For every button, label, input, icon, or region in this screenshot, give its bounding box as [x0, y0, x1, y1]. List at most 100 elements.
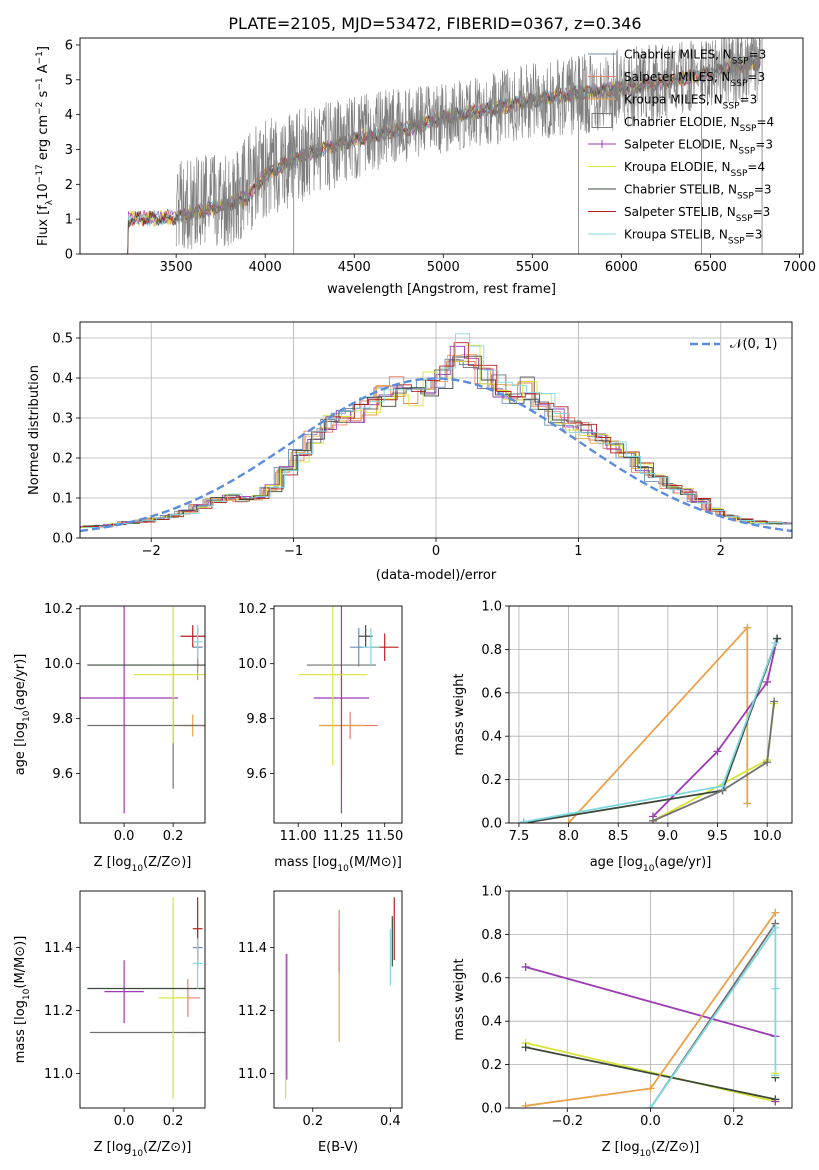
residual-histogram-chabrier_elodie: [80, 359, 791, 528]
y-tick-label: 10.2: [238, 602, 267, 617]
errorbar-point-salpeter_elodie: [80, 606, 179, 814]
x-tick-label: 6500: [694, 260, 727, 275]
y-tick-label: 0.4: [481, 730, 502, 745]
y-tick-label: 9.6: [246, 767, 267, 782]
x-tick-label: −1: [284, 544, 303, 559]
mass-weight-line-kroupa_miles: [567, 625, 749, 823]
errorbar-point-kroupa_elodie: [133, 606, 205, 744]
errorbar-point-salpeter_elodie: [313, 606, 370, 814]
legend-label: Salpeter STELIB, NSSP=3: [624, 205, 770, 224]
x-tick-label: 6000: [605, 260, 638, 275]
x-axis-label: age [log10(age/yr)]: [590, 855, 712, 874]
data-point-marker: [771, 908, 780, 917]
y-tick-label: 9.8: [52, 712, 73, 727]
x-tick-label: −2: [142, 544, 161, 559]
x-axis-label: Z [log10(Z/Z⊙)]: [94, 1140, 192, 1159]
plot-area: [87, 897, 205, 1099]
data-point-marker: [771, 923, 780, 932]
axes-frame: [79, 37, 804, 255]
x-tick-label: 4000: [249, 260, 282, 275]
x-axis-label: wavelength [Angstrom, rest frame]: [327, 282, 556, 297]
chart-layer: 3500 4000 4500 5000 5500 6000 6500 7000 0 1 2 3 4 5 6 w…: [13, 37, 816, 1159]
residual-histogram-chabrier_miles: [80, 358, 787, 527]
residual-histogram-salpeter_stelib: [83, 342, 792, 528]
panel-spectrum: 3500 4000 4500 5000 5500 6000 6500 7000 0 1 2 3 4 5 6 w…: [35, 37, 816, 297]
y-tick-label: 6: [65, 38, 73, 53]
data-point-marker: [521, 1043, 530, 1052]
y-tick-label: 0.0: [481, 1102, 502, 1117]
y-tick-label: 10.0: [44, 657, 73, 672]
mass-weight-line-chabrier_elodie: [652, 701, 775, 822]
data-point-marker: [648, 816, 657, 823]
figure-title: PLATE=2105, MJD=53472, FIBERID=0367, z=0…: [228, 14, 641, 33]
data-point-marker: [770, 697, 779, 706]
panel-massweight_vs_age: 7.5 8.0 8.5 9.0 9.5 10.0 0.0 0.2 0.4 0.6 0.8 1.0 age…: [452, 600, 793, 874]
plot-area: [80, 333, 792, 533]
x-axis-label: Z [log10(Z/Z⊙)]: [602, 1140, 700, 1159]
y-axis-label: age [log10(age/yr)]: [13, 654, 32, 776]
y-tick-label: 0.3: [52, 412, 73, 427]
x-tick-label: 0.0: [114, 1114, 135, 1129]
x-tick-label: 0.2: [302, 1114, 323, 1129]
plot-area: [285, 897, 395, 1099]
axes-frame: [508, 605, 793, 824]
x-axis-label: mass [log10(M/M⊙)]: [274, 855, 402, 874]
y-tick-label: 0.1: [52, 492, 73, 507]
residual-histogram-salpeter_miles: [80, 361, 789, 528]
y-axis-label: mass weight: [452, 958, 467, 1040]
legend-label: Chabrier ELODIE, NSSP=4: [624, 115, 774, 134]
legend-swatch: [591, 113, 613, 128]
mass-weight-line-kroupa_elodie: [652, 703, 775, 822]
errorbar-point-kroupa_elodie: [158, 897, 188, 1099]
panel-age_vs_mass: 11.00 11.25 11.50 9.6 9.8 10.0 10.2 mass [log10…: [238, 602, 403, 874]
errorbar-point-salpeter_elodie: [104, 960, 144, 1024]
legend-entry: Salpeter ELODIE, NSSP=3: [588, 138, 773, 157]
legend-entry: Chabrier MILES, NSSP=3: [588, 48, 766, 67]
panel-massweight_vs_Z: −0.2 0.0 0.2 0.0 0.2 0.4 0.6 0.8 1.0 Z [log10(Z/Z…: [452, 885, 793, 1159]
y-tick-label: 0.0: [52, 532, 73, 547]
data-point-marker: [646, 1084, 655, 1093]
normal-curve: [80, 377, 792, 533]
legend-entry: Chabrier ELODIE, NSSP=4: [591, 113, 774, 134]
y-tick-label: 0: [65, 248, 73, 263]
y-tick-label: 9.8: [246, 712, 267, 727]
errorbar-point-kroupa_elodie: [298, 606, 368, 766]
plot-area: [80, 606, 205, 814]
y-tick-label: 1.0: [481, 885, 502, 900]
x-tick-label: 0: [432, 544, 440, 559]
x-tick-label: 9.5: [707, 829, 728, 844]
data-point-marker: [771, 1069, 780, 1078]
x-tick-label: 10.0: [753, 829, 782, 844]
legend-label: Kroupa STELIB, NSSP=3: [624, 228, 762, 247]
legend-label: Salpeter MILES, NSSP=3: [624, 70, 765, 89]
y-axis-label: Flux [fλ10−17 erg cm−2 s−1 A−1]: [35, 46, 55, 246]
y-tick-label: 0.8: [481, 643, 502, 658]
x-tick-label: 8.5: [608, 829, 629, 844]
x-tick-label: 11.00: [280, 829, 317, 844]
panel-age_vs_Z: 0.0 0.2 9.6 9.8 10.0 10.2 Z [log10(Z/Z⊙)] age […: [13, 602, 206, 874]
plot-area: [298, 606, 399, 814]
errorbar-point-kroupa_stelib: [192, 625, 203, 659]
legend-label: Chabrier MILES, NSSP=3: [624, 48, 766, 67]
data-point-marker: [718, 782, 727, 791]
x-tick-label: 0.2: [163, 1114, 184, 1129]
x-tick-label: 0.0: [114, 829, 135, 844]
legend-label: 𝒩(0, 1): [730, 337, 777, 352]
x-tick-label: 7.5: [509, 829, 530, 844]
observed-spectrum: [175, 38, 761, 250]
errorbar-point-kroupa_stelib: [192, 938, 203, 989]
y-tick-label: 10.0: [238, 657, 267, 672]
legend-label: Chabrier STELIB, NSSP=3: [624, 183, 772, 202]
y-tick-label: 0.8: [481, 928, 502, 943]
legend-entry: Salpeter STELIB, NSSP=3: [588, 205, 770, 224]
x-tick-label: 1: [574, 544, 582, 559]
x-tick-label: 5000: [427, 260, 460, 275]
data-point-marker: [713, 747, 722, 756]
mass-weight-line-salpeter_elodie: [652, 638, 778, 818]
data-point-marker: [771, 1097, 780, 1106]
legend-label: Kroupa MILES, NSSP=3: [624, 93, 757, 112]
data-point-marker: [763, 677, 772, 686]
residual-histogram-kroupa_stelib: [85, 333, 792, 528]
y-tick-label: 11.4: [44, 941, 73, 956]
